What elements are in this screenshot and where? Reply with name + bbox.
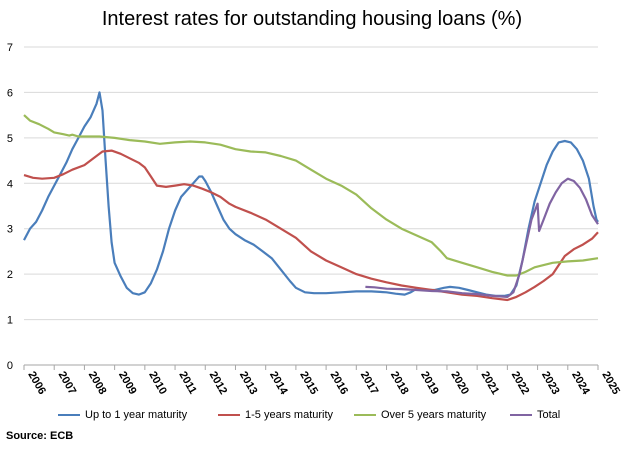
x-tick-label: 2010 (146, 370, 169, 397)
x-tick-label: 2008 (86, 370, 109, 397)
y-tick-label: 6 (7, 87, 13, 99)
chart-title: Interest rates for outstanding housing l… (101, 8, 523, 30)
x-tick-label: 2017 (358, 370, 381, 397)
x-tick-label: 2019 (418, 370, 441, 397)
x-tick-label: 2020 (448, 370, 471, 397)
x-tick-label: 2011 (176, 370, 198, 397)
x-tick-label: 2023 (539, 370, 562, 397)
legend-label: Up to 1 year maturity (85, 409, 188, 421)
x-tick-label: 2007 (56, 370, 79, 397)
x-tick-label: 2022 (509, 370, 532, 397)
legend-swatch (510, 414, 532, 416)
legend-swatch (218, 414, 240, 416)
x-tick-label: 2012 (207, 370, 230, 397)
y-tick-label: 7 (7, 42, 13, 54)
y-tick-label: 5 (7, 133, 13, 145)
series-line-1-5-years-maturity (23, 149, 599, 302)
source-note: Source: ECB (6, 430, 74, 442)
y-tick-label: 4 (7, 178, 13, 190)
legend-label: Over 5 years maturity (381, 409, 487, 421)
x-tick-label: 2013 (237, 370, 260, 397)
x-tick-label: 2024 (569, 370, 592, 398)
x-tick-label: 2018 (388, 370, 411, 397)
x-tick-label: 2015 (297, 370, 320, 397)
x-tick-label: 2006 (25, 370, 48, 397)
y-tick-label: 0 (7, 360, 13, 372)
chart-legend: Up to 1 year maturity 1-5 years maturity O… (58, 409, 618, 425)
x-tick-label: 2016 (328, 370, 351, 397)
legend-label: Total (537, 409, 561, 421)
legend-swatch (354, 414, 376, 416)
legend-item: Total (510, 409, 560, 421)
x-tick-label: 2014 (267, 370, 290, 398)
legend-swatch (58, 414, 80, 416)
y-tick-label: 3 (7, 224, 13, 236)
series-line-over-5-years-maturity (23, 114, 599, 277)
legend-item: Up to 1 year maturity (58, 409, 187, 421)
series-line-total (365, 177, 599, 298)
y-tick-label: 2 (7, 269, 13, 281)
x-tick-label: 2021 (479, 370, 502, 397)
x-tick-label: 2025 (599, 370, 622, 397)
legend-item: Over 5 years maturity (354, 409, 486, 421)
x-tick-label: 2009 (116, 370, 139, 397)
legend-item: 1-5 years maturity (218, 409, 333, 421)
legend-label: 1-5 years maturity (245, 409, 334, 421)
y-tick-label: 1 (7, 315, 13, 327)
series-line-up-to-1-year-maturity (23, 91, 599, 297)
